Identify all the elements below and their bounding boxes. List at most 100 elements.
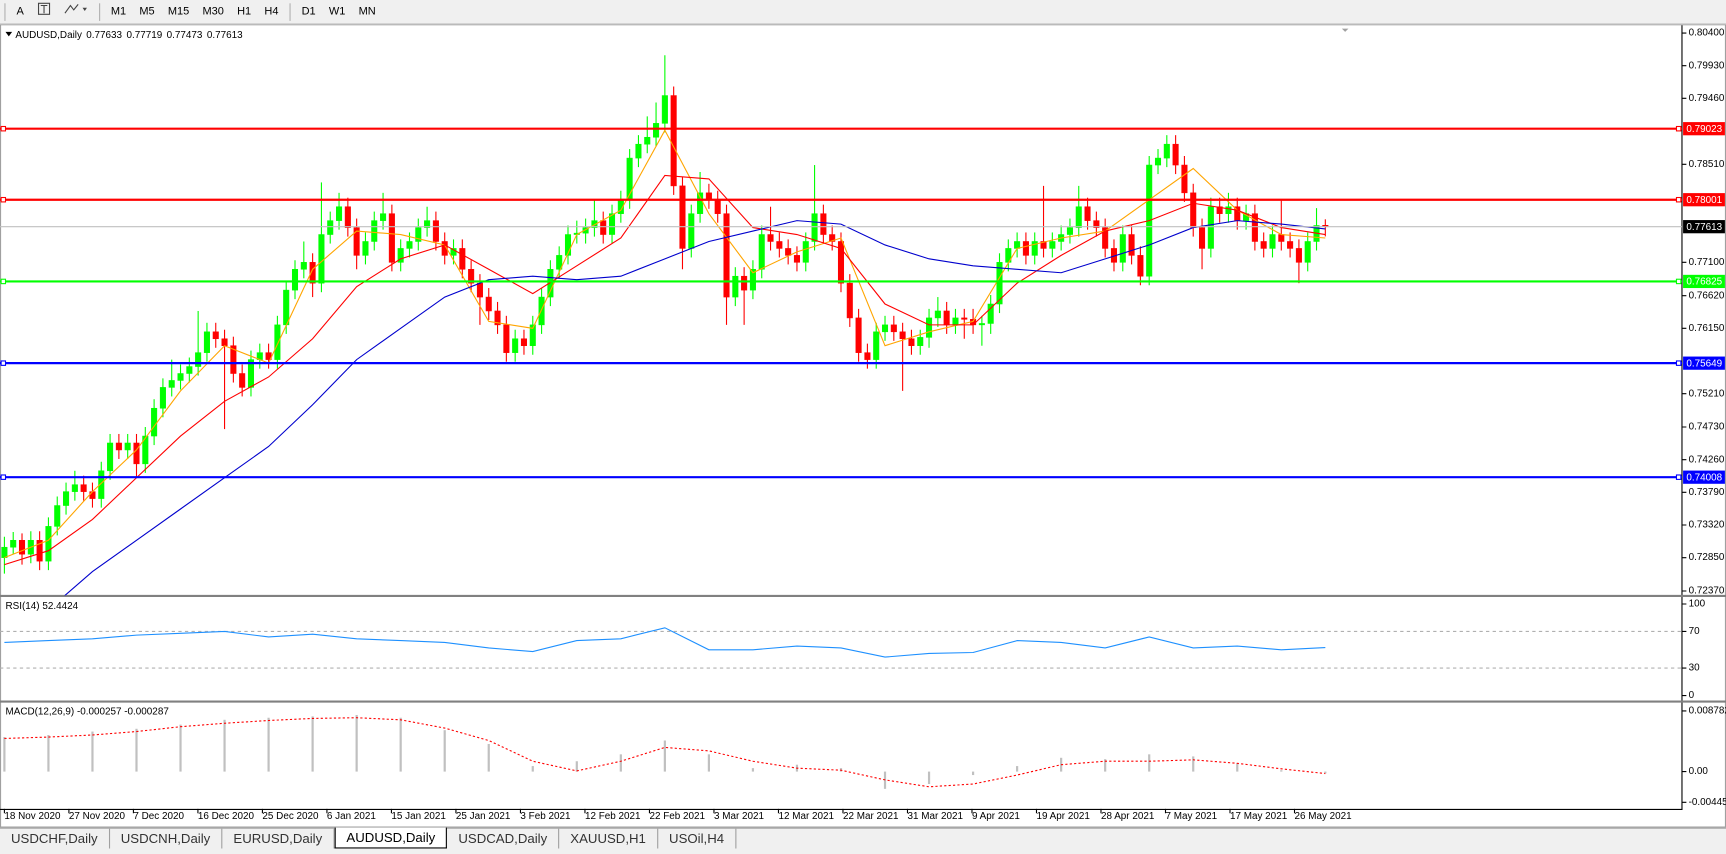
symbol-title: AUDUSD,Daily <box>15 30 82 41</box>
x-tick-label: 28 Apr 2021 <box>1101 811 1155 822</box>
chart-tab[interactable]: USDCHF,Daily <box>0 828 110 849</box>
candle-body <box>820 213 827 235</box>
candle-body <box>380 213 387 221</box>
candle-body <box>1295 248 1302 263</box>
histogram-bar <box>1192 756 1195 772</box>
candle-body <box>1 546 8 558</box>
candle-body <box>309 262 316 284</box>
period-button[interactable]: M1 <box>110 5 127 18</box>
candle-body <box>890 324 897 333</box>
indicator-line <box>4 627 1326 658</box>
candle-body <box>1066 227 1073 235</box>
current-price-label: 0.77613 <box>1686 222 1722 233</box>
x-tick-label: 26 May 2021 <box>1295 811 1353 822</box>
period-button[interactable]: W1 <box>328 5 346 18</box>
candle-body <box>468 268 475 284</box>
x-tick-label: 12 Feb 2021 <box>585 811 641 822</box>
y-tick-label: 30 <box>1689 663 1701 674</box>
x-tick-label: 22 Feb 2021 <box>649 811 705 822</box>
tool-button[interactable]: A <box>16 5 24 18</box>
y-tick-label: 0.78510 <box>1689 159 1725 170</box>
candle-body <box>670 95 677 187</box>
candle-body <box>978 323 985 326</box>
candle-body <box>133 442 140 465</box>
candle-body <box>723 213 730 298</box>
candle-body <box>10 540 17 548</box>
candle-body <box>1260 241 1267 249</box>
chart-tab[interactable]: USDCNH,Daily <box>110 828 223 849</box>
candle-body <box>1216 206 1223 214</box>
candle-body <box>71 484 78 492</box>
level-handle <box>1675 196 1682 203</box>
level-label-box <box>1683 193 1725 207</box>
shapes-tool[interactable] <box>58 2 93 21</box>
candle-body <box>829 234 836 242</box>
chart-tab[interactable]: USOil,H4 <box>658 828 737 849</box>
candle-body <box>63 491 70 506</box>
candle-body <box>1278 234 1285 242</box>
text-tool[interactable] <box>32 2 56 21</box>
histogram-bar <box>1016 766 1019 772</box>
histogram-bar <box>223 719 226 772</box>
x-tick-label: 3 Mar 2021 <box>714 811 765 822</box>
candle-body <box>714 199 721 214</box>
histogram-bar <box>179 724 182 772</box>
candle-body <box>767 234 774 242</box>
tool-group: A <box>10 2 31 21</box>
period-button[interactable]: H4 <box>264 5 279 18</box>
candle-body <box>221 338 228 346</box>
candle-body <box>776 241 783 249</box>
candle-body <box>1022 241 1029 256</box>
x-tick-label: 16 Dec 2020 <box>198 811 255 822</box>
period-button[interactable]: H1 <box>237 5 252 18</box>
candle-body <box>837 241 845 284</box>
chart-tab[interactable]: AUDUSD,Daily <box>334 827 448 849</box>
moving-average <box>4 174 1326 566</box>
candle-body <box>749 268 756 291</box>
level-handle <box>1675 360 1682 366</box>
candle-body <box>274 324 281 360</box>
symbol-header: AUDUSD,Daily 0.77633 0.77719 0.77473 0.77613 <box>15 30 243 41</box>
period-button[interactable]: M15 <box>167 5 190 18</box>
candle-body <box>89 491 96 499</box>
candle-body <box>635 143 642 159</box>
period-button[interactable]: MN <box>358 5 376 18</box>
period-button[interactable]: M5 <box>139 5 155 18</box>
signal-line <box>4 717 1326 788</box>
candle-body <box>159 387 166 409</box>
candle-body <box>432 220 439 242</box>
candle-body <box>811 213 818 242</box>
candle-body <box>203 331 210 353</box>
histogram-bar <box>135 728 138 772</box>
level-label-box <box>1683 470 1725 484</box>
candle-body <box>1075 206 1082 228</box>
candle-body <box>987 303 994 324</box>
x-tick-label: 31 Mar 2021 <box>907 811 963 822</box>
period-button[interactable]: D1 <box>301 5 316 18</box>
level-handle <box>0 196 7 203</box>
candle-body <box>1181 164 1188 194</box>
x-tick-label: 19 Apr 2021 <box>1036 811 1090 822</box>
histogram-bar <box>1236 763 1239 772</box>
x-tick-label: 18 Nov 2020 <box>4 811 61 822</box>
candle-body <box>679 185 686 249</box>
candle-body <box>538 296 545 326</box>
candle-body <box>952 317 959 326</box>
level-label-box <box>1683 356 1725 370</box>
period-button[interactable]: M30 <box>202 5 224 18</box>
chart-tab[interactable]: EURUSD,Daily <box>222 828 335 849</box>
candle-body <box>1128 234 1135 256</box>
chart-tab[interactable]: XAUUSD,H1 <box>559 828 659 849</box>
candle-body <box>195 352 202 367</box>
histogram-bar <box>487 743 490 772</box>
level-handle <box>0 360 7 366</box>
chart-tab[interactable]: USDCAD,Daily <box>447 828 560 849</box>
candle-body <box>80 484 87 492</box>
toolbar-grip <box>4 2 6 21</box>
candle-body <box>1049 241 1056 249</box>
candle-body <box>1154 157 1162 166</box>
candle-body <box>873 331 880 360</box>
candle-body <box>336 206 343 221</box>
candle-body <box>600 220 607 235</box>
